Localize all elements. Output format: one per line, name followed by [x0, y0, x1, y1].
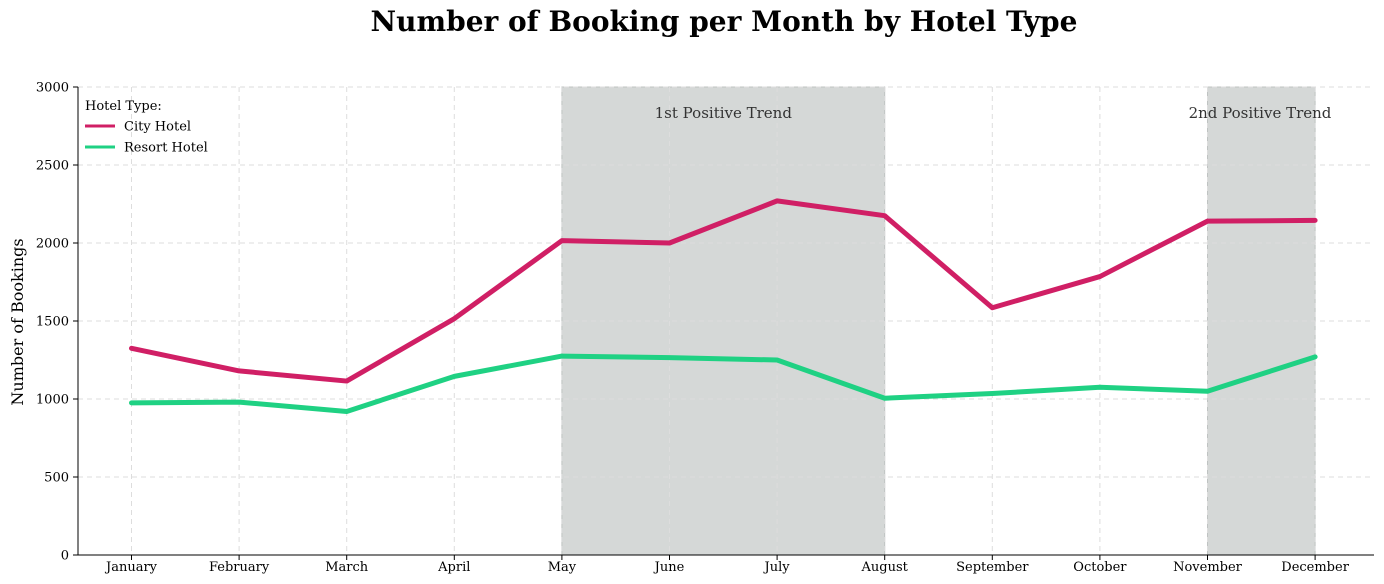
data-point: [1313, 354, 1318, 359]
y-tick-label: 3000: [36, 81, 69, 96]
data-point: [1205, 219, 1210, 224]
highlight-region-1: [561, 86, 886, 556]
gridlines: [78, 86, 1374, 555]
data-point: [129, 346, 134, 351]
axes: 0 500 1000 1500 2000 2500 3000 January February M…: [36, 81, 1374, 575]
y-tick-label: 500: [44, 471, 69, 486]
data-point: [452, 316, 457, 321]
data-point: [882, 396, 887, 401]
x-tick-label: August: [861, 560, 909, 575]
data-point: [344, 409, 349, 414]
x-tick-label: January: [104, 560, 158, 575]
data-point: [775, 358, 780, 362]
x-tick-label: April: [437, 560, 470, 575]
y-axis-label: Number of Bookings: [8, 238, 27, 405]
legend-label: City Hotel: [124, 120, 191, 135]
x-tick-label: February: [209, 560, 270, 575]
data-point: [667, 241, 672, 245]
annotation-label-2: 2nd Positive Trend: [1189, 104, 1332, 122]
x-tick-label: June: [653, 560, 685, 575]
x-tick-label: October: [1073, 560, 1127, 575]
data-point: [882, 213, 887, 218]
x-tick-label: December: [1281, 560, 1349, 575]
legend-title: Hotel Type:: [85, 99, 162, 114]
x-tick-label: July: [763, 560, 791, 575]
x-tick-label: March: [325, 560, 369, 575]
data-point: [1205, 389, 1210, 394]
x-tick-label: May: [548, 560, 577, 575]
data-point: [237, 400, 242, 405]
data-point: [990, 305, 995, 310]
data-point: [990, 391, 995, 396]
y-tick-label: 1000: [36, 393, 69, 408]
series-line-resort-hotel: [129, 353, 1318, 414]
data-point: [452, 374, 457, 379]
data-point: [129, 400, 134, 405]
legend: Hotel Type: City Hotel Resort Hotel: [85, 99, 208, 156]
y-tick-label: 0: [61, 549, 69, 564]
series-lines: [129, 198, 1318, 414]
data-point: [559, 354, 564, 359]
data-point: [237, 368, 242, 373]
chart-title: Number of Booking per Month by Hotel Typ…: [371, 5, 1078, 38]
annotation-label-1: 1st Positive Trend: [655, 104, 793, 122]
annotations: 1st Positive Trend 2nd Positive Trend: [655, 104, 1332, 122]
data-point: [667, 355, 672, 360]
y-tick-label: 2500: [36, 159, 69, 174]
data-point: [559, 238, 564, 243]
data-point: [775, 198, 780, 203]
x-tick-label: November: [1173, 560, 1243, 575]
series-line-city-hotel: [129, 198, 1318, 384]
data-point: [1097, 274, 1102, 279]
legend-label: Resort Hotel: [124, 141, 208, 156]
data-point: [344, 379, 349, 384]
y-tick-label: 2000: [36, 237, 69, 252]
y-tick-label: 1500: [36, 315, 69, 330]
data-point: [1097, 385, 1102, 390]
x-tick-label: September: [956, 560, 1029, 575]
data-point: [1313, 218, 1318, 223]
